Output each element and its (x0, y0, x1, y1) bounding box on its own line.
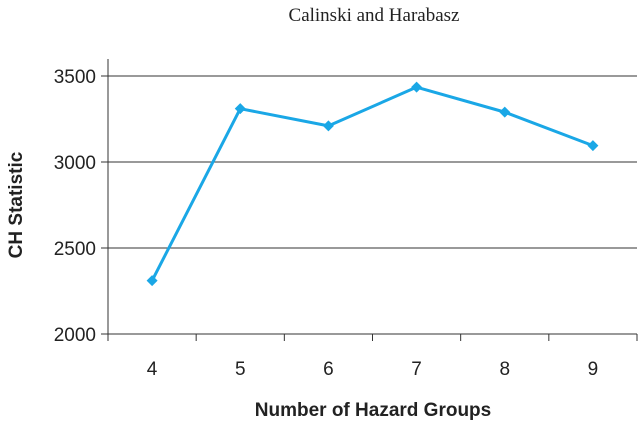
data-point (322, 120, 334, 132)
x-tick-label: 6 (323, 359, 334, 380)
x-tick-label: 7 (411, 359, 422, 380)
series-line (150, 85, 594, 282)
y-tick-label: 2500 (54, 239, 96, 260)
x-tick-label: 9 (588, 359, 599, 380)
x-tick-label: 5 (235, 359, 246, 380)
x-tick-labels: 4 5 6 7 8 9 (147, 359, 598, 380)
y-tick-label: 2000 (54, 325, 96, 346)
data-point (499, 106, 511, 118)
data-point (411, 81, 423, 93)
y-tick-label: 3000 (54, 153, 96, 174)
x-axis-label: Number of Hazard Groups (255, 400, 491, 421)
x-tick-label: 4 (147, 359, 158, 380)
series (146, 81, 599, 287)
x-tick-label: 8 (499, 359, 510, 380)
axes (101, 59, 638, 341)
y-axis-label: CH Statistic (6, 151, 27, 258)
y-tick-label: 3500 (54, 67, 96, 88)
data-point (587, 140, 599, 152)
data-point (234, 103, 246, 115)
chart-title: Calinski and Harabasz (289, 5, 460, 26)
data-point (146, 275, 158, 287)
gridlines (108, 75, 637, 249)
y-tick-labels: 2000 2500 3000 3500 (54, 67, 96, 346)
